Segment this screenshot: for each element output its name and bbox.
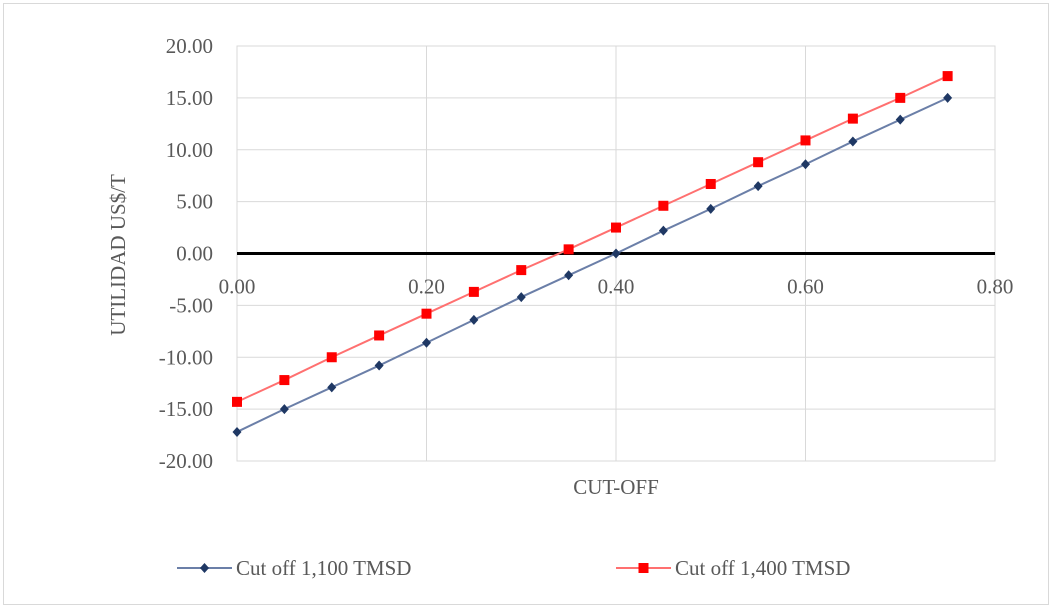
data-point [658,200,669,211]
data-point [801,159,810,170]
series-line [236,75,949,403]
y-tick-label: 0.00 [176,242,213,266]
y-tick-label: -10.00 [159,345,213,369]
data-point [279,404,289,415]
data-point [327,382,337,393]
data-point [468,286,479,297]
data-point [564,270,574,281]
chart-frame [3,3,1049,605]
x-tick-label: 0.80 [977,275,1014,299]
series-line [236,96,949,433]
data-point [516,265,527,276]
data-point [753,157,764,168]
legend-marker [638,563,649,573]
data-point [847,113,858,124]
data-point [421,308,432,319]
data-point [469,314,479,325]
data-point [848,136,858,147]
data-point [895,92,906,103]
data-point [658,225,668,236]
x-tick-label: 0.40 [598,275,635,299]
data-point [422,337,431,348]
legend: Cut off 1,100 TMSD Cut off 1,400 TMSD [177,556,850,580]
data-point [705,178,716,189]
x-axis-title: CUT-OFF [573,475,659,499]
data-point [942,71,953,82]
legend-label: Cut off 1,400 TMSD [675,556,850,580]
data-point [374,360,384,371]
x-tick-label: 0.60 [787,275,824,299]
data-point [753,181,763,192]
data-point [374,330,385,341]
y-tick-label: 15.00 [166,86,213,110]
data-point [232,426,242,437]
y-tick-label: -15.00 [159,397,213,421]
legend-label: Cut off 1,100 TMSD [236,556,411,580]
series-markers [232,71,953,437]
y-tick-labels: 20.00 15.00 10.00 5.00 0.00 -5.00 -10.00 -15.00… [159,34,213,473]
data-point [611,248,621,259]
data-point [326,352,337,363]
data-point [800,135,811,146]
data-point [943,92,953,103]
data-point [611,222,621,233]
y-tick-label: 10.00 [166,138,213,162]
y-tick-label: -20.00 [159,449,213,473]
data-point [232,396,242,407]
y-tick-label: -5.00 [169,293,213,317]
data-point [895,114,905,125]
series-lines [236,75,949,433]
y-tick-label: 5.00 [176,190,213,214]
data-point [516,292,526,303]
x-tick-label: 0.00 [219,275,256,299]
y-tick-label: 20.00 [166,34,213,58]
x-tick-label: 0.20 [408,275,445,299]
data-point [563,244,574,255]
legend-marker [200,563,209,573]
y-axis-title: UTILIDAD US$/T [106,174,130,336]
x-tick-labels: 0.00 0.20 0.40 0.60 0.80 [219,275,1014,299]
data-point [279,375,290,386]
data-point [706,203,716,214]
